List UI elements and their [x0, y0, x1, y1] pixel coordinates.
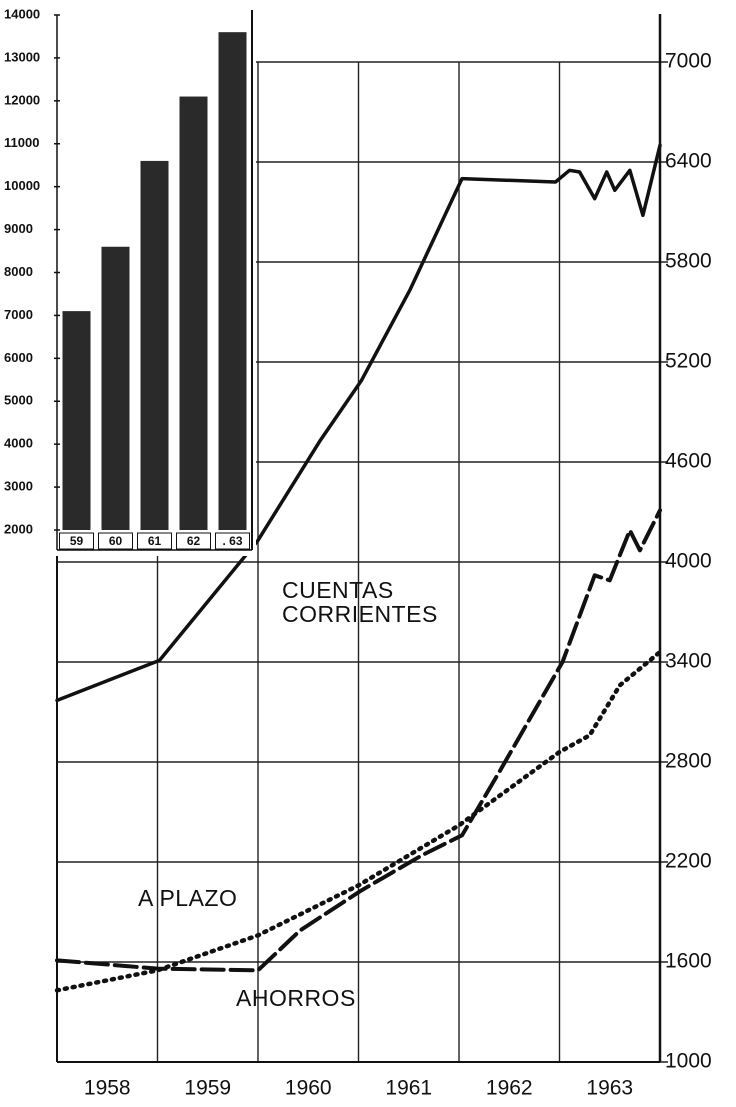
y-tick-label: 2000 — [4, 521, 33, 536]
x-tick-label: . 63 — [222, 534, 242, 548]
y-tick-label: 5000 — [4, 393, 33, 408]
y-tick-label: 2200 — [665, 850, 712, 873]
x-tick-label: 1963 — [586, 1077, 633, 1100]
bar — [179, 96, 208, 531]
bar — [218, 32, 247, 531]
y-tick-label: 6400 — [665, 150, 712, 173]
x-tick-label: 59 — [70, 534, 84, 548]
series-label: A PLAZO — [138, 885, 238, 911]
x-tick-label: 1959 — [184, 1077, 231, 1100]
series-label: CUENTAS CORRIENTES — [282, 577, 438, 627]
category-box — [176, 532, 211, 550]
x-tick-label: 61 — [148, 534, 162, 548]
y-tick-label: 4000 — [4, 436, 33, 451]
x-tick-label: 1962 — [486, 1077, 533, 1100]
y-tick-label: 2800 — [665, 750, 712, 773]
y-tick-label: 4000 — [665, 550, 712, 573]
bar — [62, 311, 91, 530]
y-tick-label: 5200 — [665, 350, 712, 373]
category-box — [137, 532, 172, 550]
x-tick-label: 60 — [109, 534, 123, 548]
y-tick-label: 5800 — [665, 250, 712, 273]
x-tick-label: 1960 — [285, 1077, 332, 1100]
series-label: AHORROS — [236, 985, 356, 1011]
y-tick-label: 1600 — [665, 950, 712, 973]
y-tick-label: 11000 — [4, 135, 39, 150]
x-tick-label: 1961 — [385, 1077, 432, 1100]
y-tick-label: 6000 — [4, 350, 33, 365]
y-tick-label: 12000 — [4, 92, 40, 107]
y-tick-label: 1000 — [665, 1050, 712, 1073]
y-tick-label: 3000 — [4, 479, 33, 494]
series-line — [55, 143, 662, 703]
y-tick-label: 14000 — [4, 6, 40, 21]
category-box — [215, 532, 250, 550]
series-line — [54, 649, 663, 993]
x-tick-label: 1958 — [84, 1077, 131, 1100]
y-tick-label: 3400 — [665, 650, 712, 673]
y-tick-label: 7000 — [4, 307, 33, 322]
y-tick-label: 4600 — [665, 450, 712, 473]
bar — [101, 246, 130, 530]
bar — [140, 160, 169, 530]
y-tick-label: 7000 — [665, 50, 712, 73]
x-tick-label: 62 — [187, 534, 201, 548]
series-line — [55, 508, 662, 973]
y-tick-label: 8000 — [4, 264, 33, 279]
category-box — [59, 532, 94, 550]
y-tick-label: 9000 — [4, 221, 33, 236]
y-tick-label: 13000 — [4, 49, 40, 64]
y-tick-label: 10000 — [4, 178, 40, 193]
category-box — [98, 532, 133, 550]
